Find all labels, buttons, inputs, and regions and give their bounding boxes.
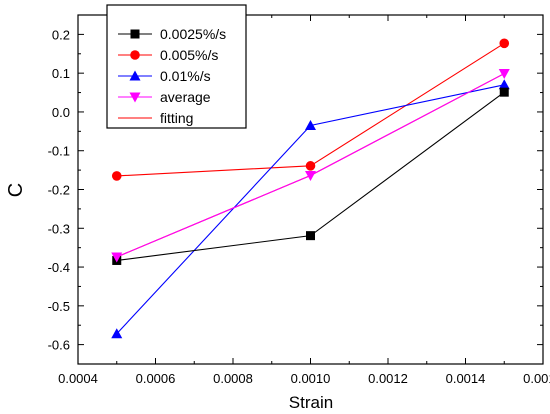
y-tick-label: -0.4 xyxy=(48,260,70,275)
y-tick-label: 0.0 xyxy=(52,105,70,120)
data-point xyxy=(305,120,316,131)
legend-label: 0.01%/s xyxy=(160,68,211,84)
y-tick-label: -0.1 xyxy=(48,144,70,159)
legend-label: 0.005%/s xyxy=(160,47,218,63)
data-point xyxy=(111,171,122,181)
series-2 xyxy=(111,79,510,339)
y-tick-label: -0.5 xyxy=(48,299,70,314)
data-point xyxy=(498,69,510,80)
y-tick-label: -0.3 xyxy=(48,221,70,236)
y-tick-label: 0.1 xyxy=(52,66,70,81)
x-tick-label: 0.0010 xyxy=(291,371,331,386)
legend-box xyxy=(106,4,247,129)
legend-entry: average xyxy=(118,89,211,105)
legend-label: fitting xyxy=(160,110,193,126)
legend-marker xyxy=(130,29,140,39)
y-tick-label: 0.2 xyxy=(52,27,70,42)
y-axis: 0.2 0.1 0.0 -0.1 -0.2 -0.3 -0.4 -0.5 -0.6 xyxy=(48,14,543,365)
data-point xyxy=(499,87,509,97)
data-point xyxy=(111,252,123,263)
data-point xyxy=(305,161,316,171)
legend-entry: 0.01%/s xyxy=(118,68,211,84)
data-point xyxy=(305,171,316,182)
x-tick-label: 0.0008 xyxy=(213,371,253,386)
x-axis: 0.0004 0.0006 0.0008 0.0010 0.0012 0.0014 0.00… xyxy=(58,15,550,386)
x-tick-label: 0.0016 xyxy=(523,371,550,386)
data-point xyxy=(306,231,315,241)
x-tick-label: 0.0014 xyxy=(446,371,486,386)
legend-entry: fitting xyxy=(118,110,193,126)
y-tick-label: -0.2 xyxy=(48,183,70,198)
data-point xyxy=(499,38,510,49)
x-tick-label: 0.0006 xyxy=(136,371,176,386)
legend-label: average xyxy=(160,89,211,105)
series-3 xyxy=(111,69,510,263)
legend-label: 0.0025%/s xyxy=(160,26,226,42)
x-tick-label: 0.0004 xyxy=(58,371,98,386)
legend: 0.0025%/s 0.005%/s 0.01%/s average fitting xyxy=(106,4,247,129)
x-tick-label: 0.0012 xyxy=(368,371,408,386)
legend-marker xyxy=(130,50,140,60)
legend-entry: 0.0025%/s xyxy=(118,26,226,42)
x-axis-label: Strain xyxy=(289,393,333,412)
legend-marker xyxy=(129,70,141,81)
data-point xyxy=(498,79,510,90)
y-tick-label: -0.6 xyxy=(48,338,70,353)
series-layer xyxy=(111,38,510,339)
data-point xyxy=(111,328,123,339)
legend-marker xyxy=(129,92,141,103)
legend-entry: 0.005%/s xyxy=(118,47,218,63)
series-1 xyxy=(111,38,510,181)
y-axis-label: C xyxy=(5,183,27,197)
